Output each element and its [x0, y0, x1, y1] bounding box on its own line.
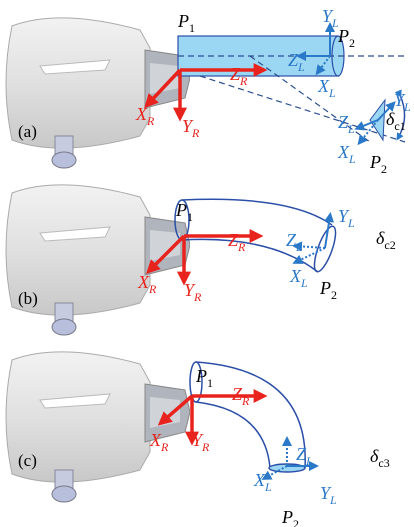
- symbol-label: ZL: [286, 230, 303, 254]
- symbol-label: ZR: [228, 230, 246, 254]
- symbol-sub: L: [264, 480, 272, 494]
- symbol-sub: L: [347, 216, 355, 230]
- symbol-sub: L: [347, 122, 355, 136]
- symbol-sub: 2: [293, 517, 299, 527]
- panel-b-graphics: [6, 185, 340, 335]
- symbol-sub: L: [329, 493, 337, 507]
- symbol-label: YL: [338, 206, 355, 230]
- symbol-label: δc1: [386, 109, 406, 133]
- symbol-main: P: [319, 278, 331, 298]
- figure: (a)P1P2XRYRZRXLYLZLYLZLXLP2δc1(b)P1P2XRY…: [0, 0, 414, 527]
- symbol-sub: R: [193, 290, 202, 304]
- symbol-sub: R: [237, 240, 246, 254]
- symbol-label: ZR: [232, 384, 250, 408]
- symbol-sub: c2: [384, 238, 395, 252]
- symbol-label: δc2: [376, 228, 396, 252]
- symbol-sub: L: [297, 60, 305, 74]
- symbol-sub: R: [191, 126, 200, 140]
- symbol-sub: c1: [394, 119, 405, 133]
- symbol-sub: R: [241, 394, 250, 408]
- panel-label: (b): [18, 289, 38, 308]
- symbol-sub: L: [348, 152, 356, 166]
- symbol-sub: L: [403, 100, 411, 114]
- symbol-label: YL: [320, 483, 337, 507]
- symbol-sub: c3: [378, 456, 389, 470]
- symbol-label: ZL: [338, 112, 355, 136]
- symbol-sub: 1: [187, 210, 193, 224]
- symbol-label: YL: [394, 90, 411, 114]
- symbol-label: YR: [192, 430, 210, 454]
- symbol-label: YR: [184, 280, 202, 304]
- symbol-label: XL: [317, 76, 336, 100]
- symbol-label: P1: [195, 366, 213, 390]
- symbol-label: XL: [337, 142, 356, 166]
- symbol-sub: 2: [331, 288, 337, 302]
- symbol-label: XL: [253, 470, 272, 494]
- symbol-label: P1: [175, 200, 193, 224]
- symbol-label: P2: [319, 278, 337, 302]
- symbol-label: δc3: [370, 446, 390, 470]
- symbol-main: P: [281, 507, 293, 527]
- symbol-label: P2: [281, 507, 299, 527]
- symbol-sub: L: [328, 86, 336, 100]
- symbol-sub: R: [201, 440, 210, 454]
- symbol-sub: L: [300, 276, 308, 290]
- symbol-label: P2: [369, 152, 387, 176]
- symbol-sub: R: [160, 440, 169, 454]
- symbol-main: P: [369, 152, 381, 172]
- symbol-sub: R: [239, 74, 248, 88]
- symbol-sub: R: [146, 114, 155, 128]
- symbol-sub: 1: [207, 376, 213, 390]
- symbol-main: P: [177, 11, 189, 31]
- symbol-sub: 2: [381, 162, 387, 176]
- symbol-main: P: [337, 26, 349, 46]
- symbol-sub: 2: [349, 36, 355, 50]
- symbol-main: P: [195, 366, 207, 386]
- symbol-label: YR: [182, 116, 200, 140]
- symbol-sub: L: [331, 16, 339, 30]
- symbol-sub: L: [295, 240, 303, 254]
- symbol-sub: 1: [189, 21, 195, 35]
- panel-label: (c): [18, 451, 37, 470]
- symbol-label: XL: [289, 266, 308, 290]
- panel-label: (a): [18, 122, 37, 141]
- symbol-sub: R: [148, 282, 157, 296]
- symbol-main: P: [175, 200, 187, 220]
- symbol-label: P1: [177, 11, 195, 35]
- symbol-sub: L: [305, 454, 313, 468]
